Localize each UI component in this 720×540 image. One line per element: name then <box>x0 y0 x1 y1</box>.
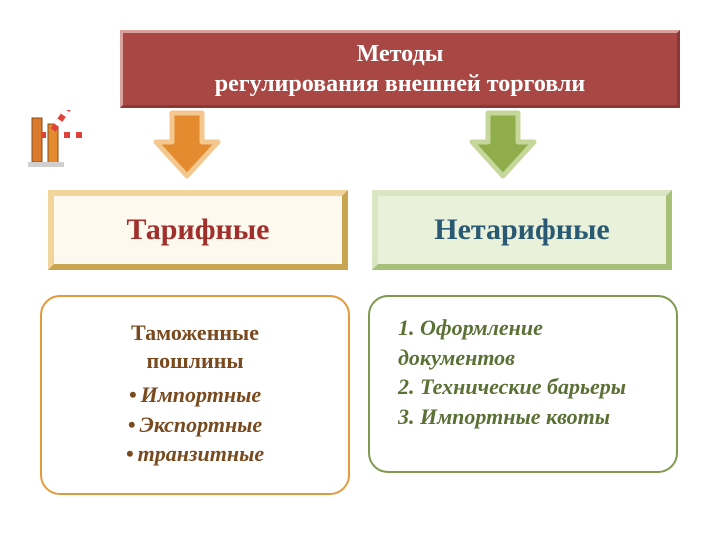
category-nontariff: Нетарифные <box>372 190 672 270</box>
category-tariff-label: Тарифные <box>126 213 269 247</box>
detail-nontariff: Оформление документов Технические барьер… <box>368 295 678 473</box>
list-item: Экспортные <box>60 410 330 440</box>
list-item: транзитные <box>60 439 330 469</box>
category-tariff: Тарифные <box>48 190 348 270</box>
header-box: Методы регулирования внешней торговли <box>120 30 680 108</box>
arrow-left-icon <box>152 108 222 180</box>
header-line2: регулирования внешней торговли <box>123 69 677 99</box>
list-item: Оформление документов <box>398 313 656 372</box>
arrow-right-icon <box>468 108 538 180</box>
header-line1: Методы <box>123 39 677 69</box>
barrier-gate-icon <box>18 110 98 170</box>
detail-tariff: Таможенные пошлины Импортные Экспортные … <box>40 295 350 495</box>
detail-tariff-title: Таможенные пошлины <box>60 319 330 374</box>
list-item: Импортные <box>60 380 330 410</box>
detail-nontariff-list: Оформление документов Технические барьер… <box>394 313 656 432</box>
detail-tariff-list: Импортные Экспортные транзитные <box>60 380 330 469</box>
list-item: Импортные квоты <box>398 402 656 432</box>
category-nontariff-label: Нетарифные <box>434 213 610 247</box>
list-item: Технические барьеры <box>398 372 656 402</box>
